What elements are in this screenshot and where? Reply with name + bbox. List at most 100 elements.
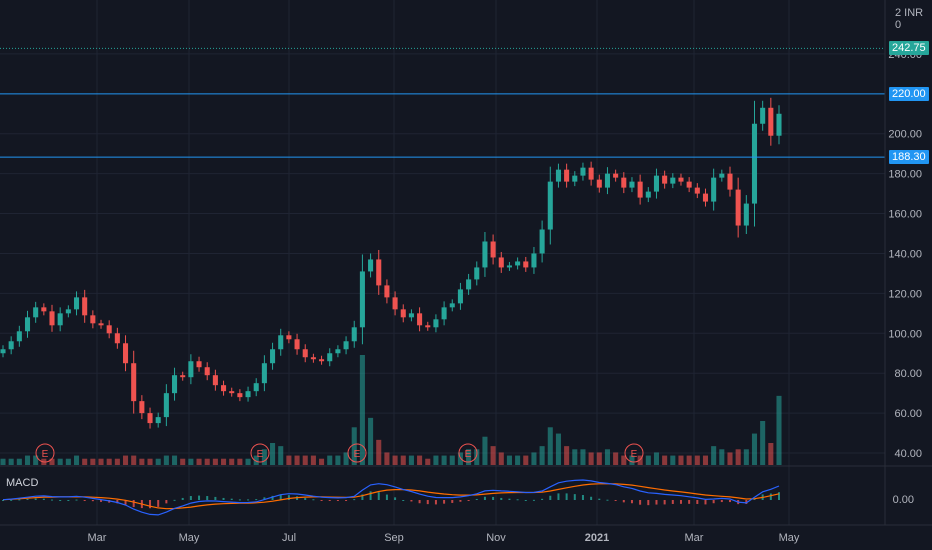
candle-body [457, 289, 463, 304]
volume-bar [743, 449, 749, 465]
volume-bar [621, 455, 627, 465]
horizontal-levels[interactable] [0, 47, 885, 158]
price-tag: 242.75 [889, 41, 929, 56]
candle-body [474, 267, 480, 280]
candle-body [506, 265, 512, 268]
volume-bar [204, 458, 210, 465]
candle-body [400, 309, 406, 318]
macd-histogram-bar [622, 500, 625, 503]
candle-body [131, 363, 137, 402]
macd-histogram-bar [394, 497, 397, 500]
macd-histogram-bar [565, 493, 568, 500]
volume-bar [82, 458, 88, 465]
volume-bar [253, 455, 259, 465]
volume-bar [645, 455, 651, 465]
volume-bar [555, 433, 561, 465]
candle-body [629, 181, 635, 188]
candle-body [686, 181, 692, 188]
x-tick-label: Jul [282, 532, 296, 544]
y-tick-label: 60.00 [894, 408, 922, 420]
candle-body [41, 307, 47, 312]
candle-body [490, 241, 496, 258]
volume-bar [212, 458, 218, 465]
macd-histogram-bar [679, 500, 682, 504]
volume-bar [351, 427, 357, 465]
macd-histogram-bar [410, 500, 413, 502]
macd-histogram-bar [655, 500, 658, 505]
macd-histogram-bar [230, 498, 233, 500]
macd-label[interactable]: MACD [6, 477, 39, 489]
x-tick-label: 2021 [585, 532, 609, 544]
macd-histogram-bar [75, 499, 78, 501]
macd-histogram-bar [516, 499, 519, 501]
macd-histogram-bar [165, 500, 168, 504]
candle-body [531, 253, 537, 268]
volume-bar [261, 449, 267, 465]
candle-body [727, 173, 733, 190]
candle-body [122, 343, 129, 364]
volume-bar [580, 449, 586, 465]
candle-body [776, 113, 782, 136]
earnings-marker-icon [624, 443, 644, 463]
candle-body [515, 261, 521, 266]
volume-bar [0, 458, 6, 465]
candle-body [294, 339, 300, 350]
candle-body [621, 177, 627, 188]
candle-body [417, 313, 423, 326]
macd-histogram-bar [287, 495, 290, 500]
price-tag: 188.30 [889, 150, 929, 165]
candle-body [24, 317, 31, 332]
volume-bar [384, 452, 390, 465]
macd-histogram-bar [385, 494, 388, 500]
volume-bar [359, 355, 365, 465]
volume-bar [114, 458, 120, 465]
macd-histogram-bar [663, 500, 666, 505]
macd-histogram-bar [100, 500, 103, 502]
candle-body [278, 335, 284, 350]
candle-body [711, 177, 717, 202]
macd-histogram-bar [116, 500, 119, 504]
candle-body [670, 177, 676, 184]
macd-histogram-bar [606, 499, 609, 501]
signal-line [2, 483, 780, 510]
volume-bar [506, 455, 512, 465]
macd-histogram-bar [492, 496, 495, 500]
candle-body [310, 357, 316, 360]
volume-bar [33, 455, 39, 465]
volume-bar [604, 449, 610, 465]
y-tick-label: 140.00 [888, 248, 922, 260]
volume-bar [531, 452, 537, 465]
candle-body [604, 173, 610, 188]
macd-histogram-bar [688, 500, 691, 504]
volume-bar [408, 455, 414, 465]
macd-histogram-bar [189, 496, 192, 500]
candle-body [653, 175, 660, 192]
macd-histogram-bar [671, 500, 674, 504]
volume-bar [572, 449, 578, 465]
macd-histogram-bar [181, 497, 184, 500]
macd-histogram-bar [255, 499, 258, 501]
macd-histogram-bar [124, 500, 127, 505]
macd-histogram-bar [263, 497, 266, 500]
candle-body [751, 123, 758, 204]
candle-body [343, 341, 349, 350]
macd-histogram-bar [238, 499, 241, 501]
macd-histogram-bar [18, 499, 21, 501]
volume-bar [392, 455, 398, 465]
earnings-marker-label: E [631, 449, 638, 460]
volume-bar [694, 455, 700, 465]
candle-body [760, 107, 766, 124]
y-tick-label: 80.00 [894, 368, 922, 380]
volume-bar [760, 421, 766, 465]
macd-histogram-bar [149, 500, 152, 509]
earnings-marker-label: E [354, 449, 361, 460]
x-tick-label: Mar [685, 532, 704, 544]
candle-body [547, 181, 553, 230]
candle-body [523, 261, 529, 268]
volume-bar [16, 458, 22, 465]
candle-body [204, 367, 210, 376]
volume-bar [768, 443, 774, 465]
volume-bar [400, 455, 406, 465]
